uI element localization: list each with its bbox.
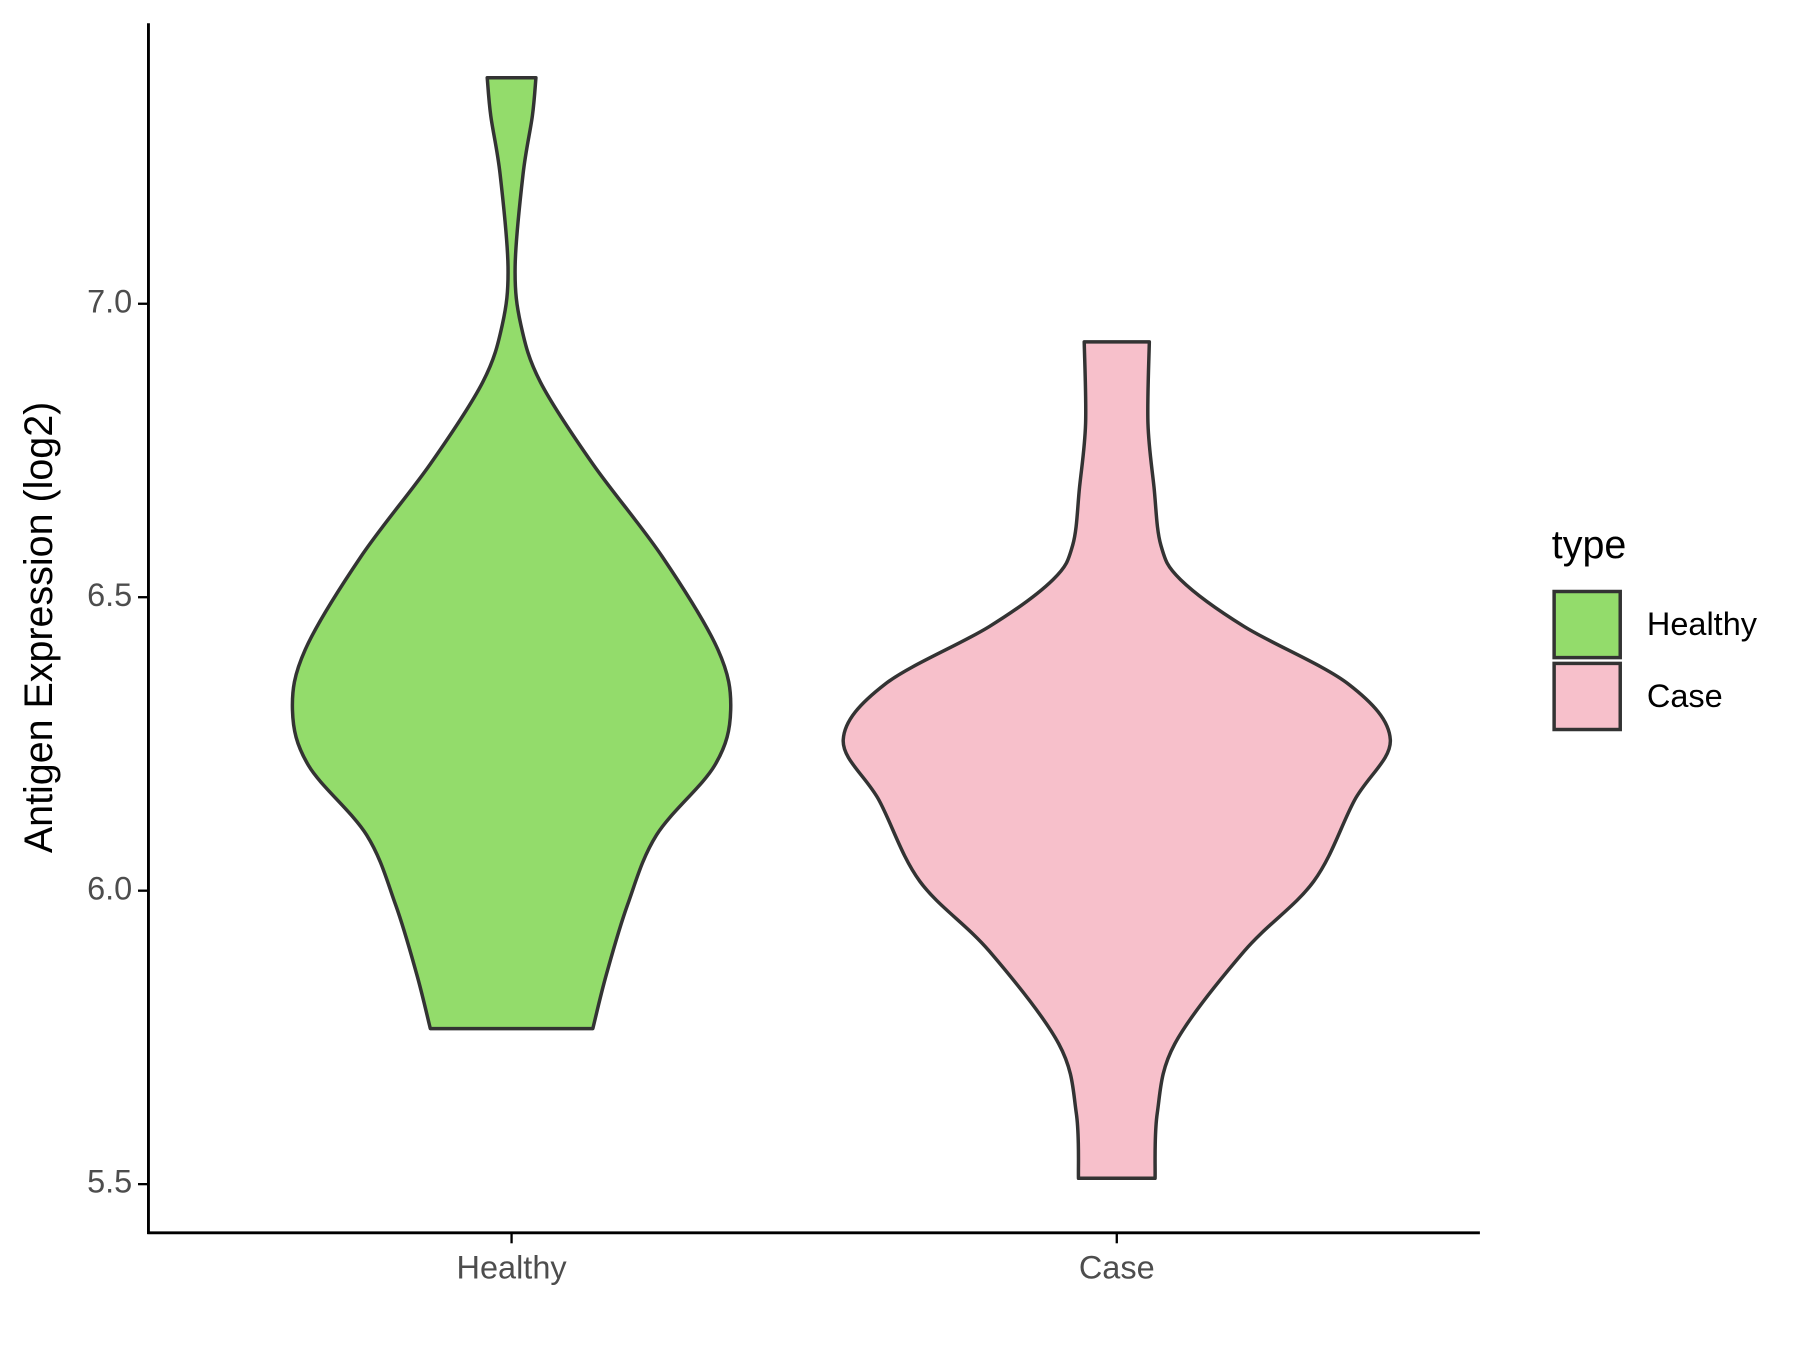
y-tick-label: 6.0 [87,870,132,906]
y-tick-label: 5.5 [87,1164,132,1200]
legend-title: type [1552,523,1627,567]
x-tick-label: Case [1079,1250,1155,1286]
y-tick-label: 7.0 [87,283,132,319]
legend-swatch [1552,589,1622,660]
y-axis-title: Antigen Expression (log2) [17,402,61,853]
y-tick-label: 6.5 [87,577,132,613]
legend-label: Healthy [1647,606,1758,642]
legend-swatch [1552,661,1622,732]
x-tick-label: Healthy [457,1250,568,1286]
legend-label: Case [1647,678,1723,714]
violin-body [290,76,733,1031]
violin-body [841,340,1393,1181]
